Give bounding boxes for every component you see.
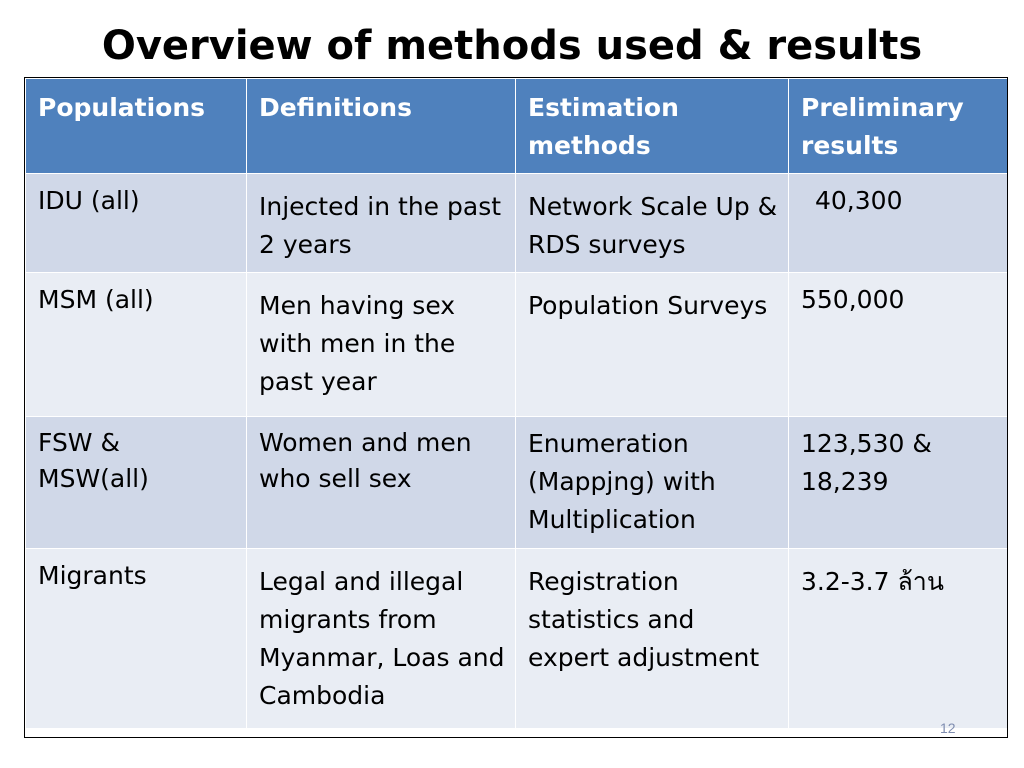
methods-table-container: Populations Definitions Estimation metho… — [25, 78, 1009, 729]
cell-definition: Legal and illegal migrants from Myanmar,… — [246, 548, 516, 729]
cell-result: 123,530 & 18,239 — [788, 416, 1009, 549]
cell-population: MSM (all) — [25, 272, 247, 417]
cell-definition: Injected in the past 2 years — [246, 173, 516, 273]
page-number: 12 — [940, 720, 956, 736]
header-estimation-methods: Estimation methods — [515, 78, 789, 174]
cell-result: 550,000 — [788, 272, 1009, 417]
methods-table: Populations Definitions Estimation metho… — [25, 78, 1009, 729]
cell-method: Registration statistics and expert adjus… — [515, 548, 789, 729]
table-row: MSM (all) Men having sex with men in the… — [25, 272, 1009, 417]
cell-method: Population Surveys — [515, 272, 789, 417]
header-preliminary-results: Preliminary results — [788, 78, 1009, 174]
header-definitions: Definitions — [246, 78, 516, 174]
cell-population: Migrants — [25, 548, 247, 729]
cell-definition: Women and men who sell sex — [246, 416, 516, 549]
cell-population: FSW & MSW(all) — [25, 416, 247, 549]
cell-method: Network Scale Up & RDS surveys — [515, 173, 789, 273]
slide-title: Overview of methods used & results — [101, 23, 923, 69]
table-header-row: Populations Definitions Estimation metho… — [25, 78, 1009, 174]
cell-population: IDU (all) — [25, 173, 247, 273]
cell-result: 40,300 — [788, 173, 1009, 273]
table-row: FSW & MSW(all) Women and men who sell se… — [25, 416, 1009, 549]
header-populations: Populations — [25, 78, 247, 174]
table-row: Migrants Legal and illegal migrants from… — [25, 548, 1009, 729]
cell-method: Enumeration (Mappjng) with Multiplicatio… — [515, 416, 789, 549]
table-row: IDU (all) Injected in the past 2 years N… — [25, 173, 1009, 273]
cell-result: 3.2-3.7 ล้าน — [788, 548, 1009, 729]
cell-definition: Men having sex with men in the past year — [246, 272, 516, 417]
